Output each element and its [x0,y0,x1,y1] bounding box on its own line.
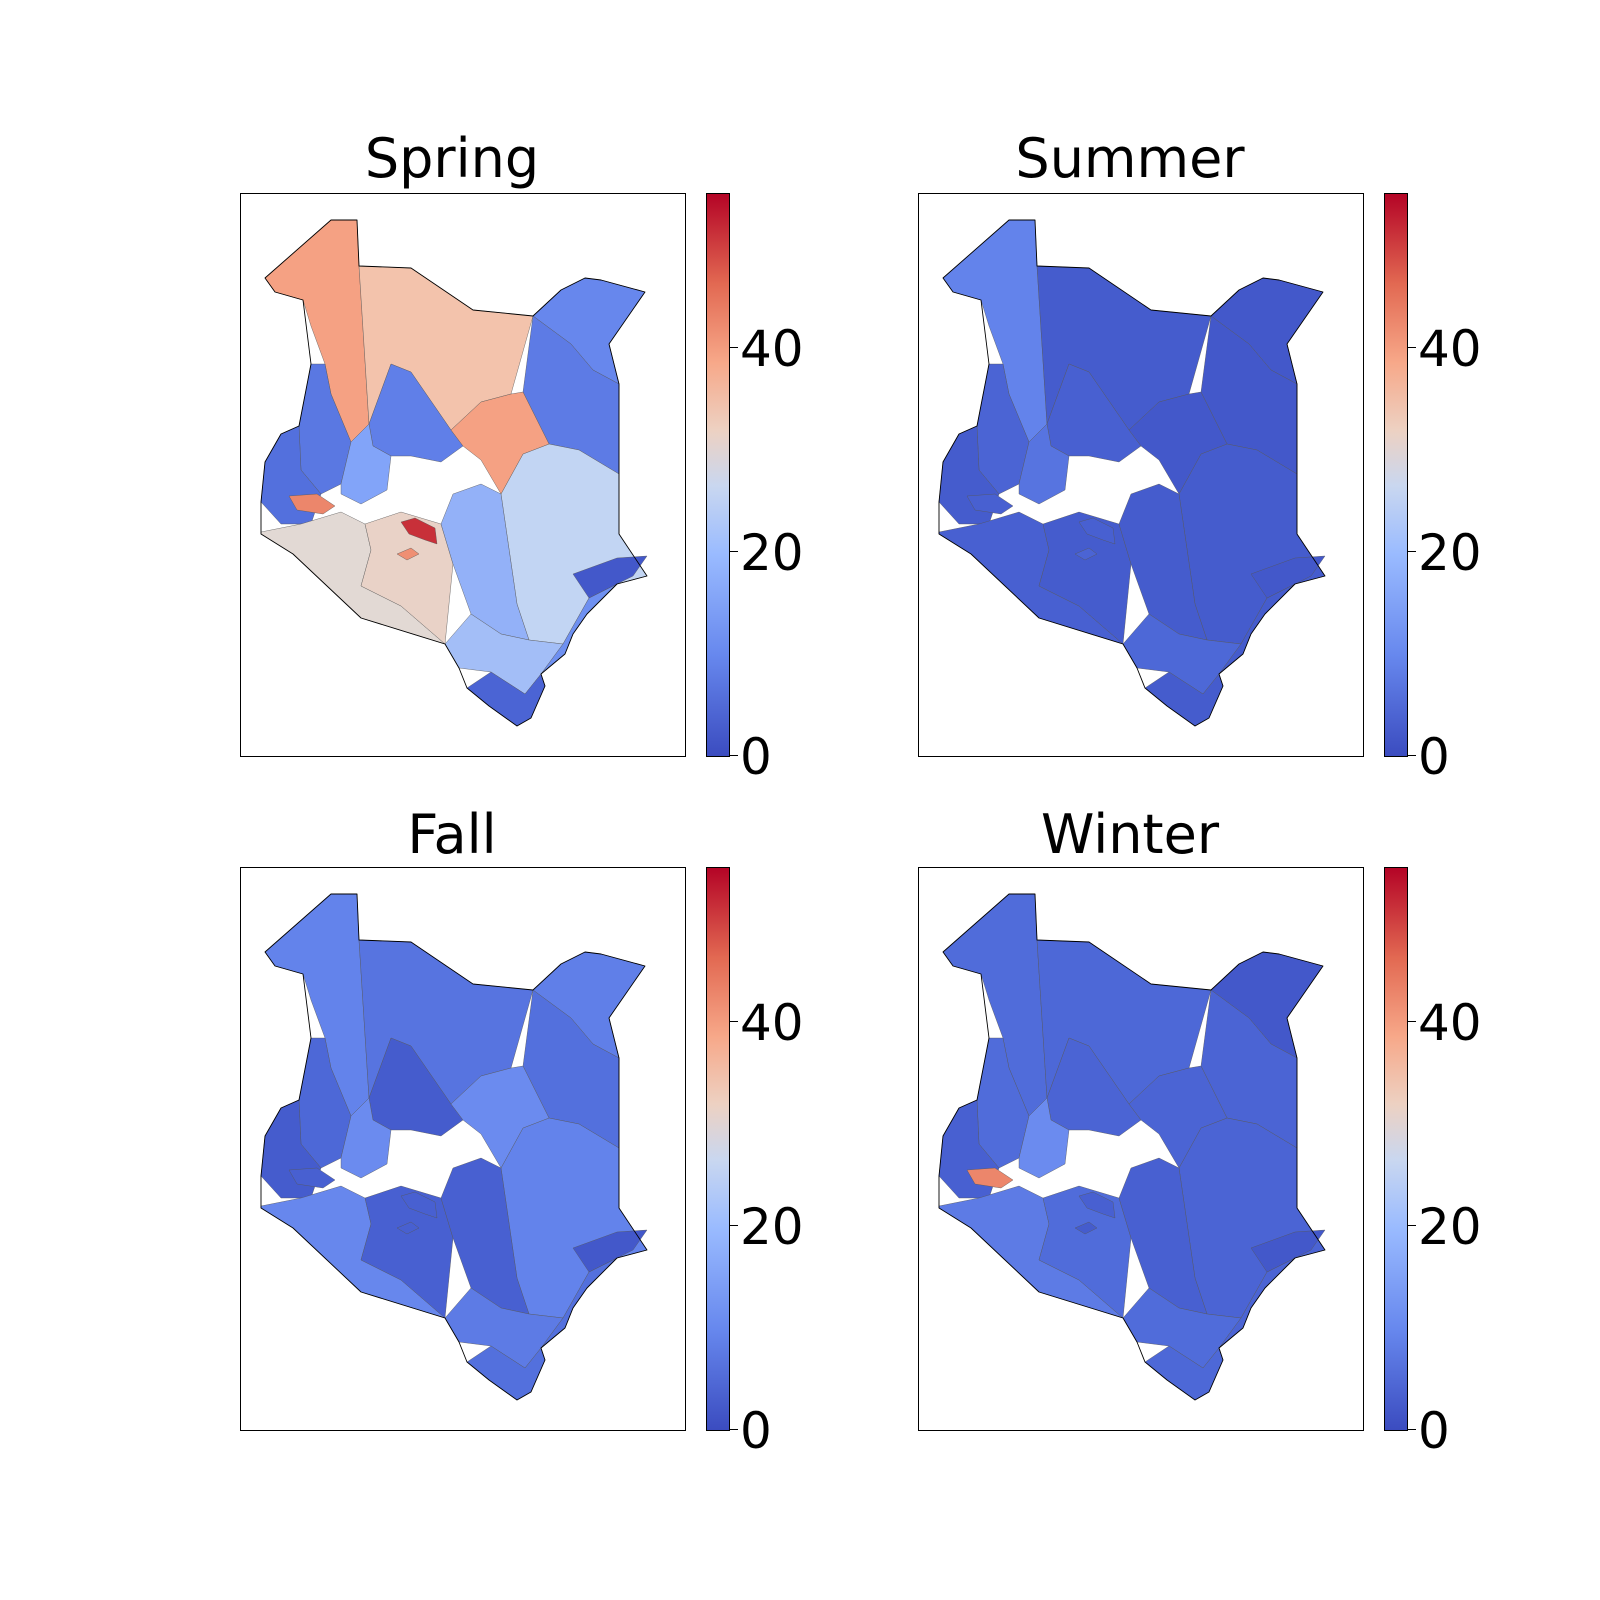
map-frame [918,193,1364,757]
county-region [440,1157,530,1315]
county-region [1118,483,1208,641]
choropleth-map [260,893,648,1401]
map-frame [240,867,686,1431]
colorbar-tick [730,1021,738,1022]
county-region [340,423,392,505]
county-region [966,493,1014,515]
colorbar-tick-label: 0 [1418,728,1450,786]
county-region [1074,1221,1098,1235]
colorbar-tick-label: 40 [740,994,804,1052]
county-region [1178,443,1326,645]
county-region [500,443,648,645]
colorbar-tick [1408,1021,1416,1022]
county-region [1250,555,1326,599]
county-region [1250,1229,1326,1273]
country-outline [260,893,648,1401]
county-region [288,1167,336,1189]
colorbar-tick [1408,551,1416,552]
county-region [400,517,438,545]
colorbar-tick-label: 20 [740,1198,804,1256]
colorbar-tick [1408,755,1416,756]
country-outline [938,219,1326,727]
county-region [1128,1065,1228,1169]
colorbar-tick [1408,1225,1416,1226]
county-region [500,1117,648,1319]
colorbar-tick-label: 40 [740,320,804,378]
colorbar-tick-label: 0 [1418,1402,1450,1460]
county-region [1018,423,1070,505]
colorbar-tick [730,755,738,756]
panel-title: Spring [364,127,540,190]
colorbar-tick-label: 0 [740,728,772,786]
colorbar [706,193,730,757]
county-region [450,1065,550,1169]
panel-title: Winter [1040,803,1220,866]
colorbar [706,867,730,1431]
colorbar-tick-label: 40 [1418,994,1482,1052]
panel-title: Summer [1015,127,1245,190]
county-region [1078,517,1116,545]
county-region [1018,1097,1070,1179]
county-region [572,1229,648,1273]
county-region [400,1191,438,1219]
county-region [440,483,530,641]
colorbar-tick-label: 20 [740,524,804,582]
colorbar [1384,867,1408,1431]
county-region [1118,1157,1208,1315]
panel-title: Fall [407,803,497,866]
country-outline [938,893,1326,1401]
county-region [1074,547,1098,561]
county-region [340,1097,392,1179]
map-frame [240,193,686,757]
colorbar-tick [1408,347,1416,348]
county-region [572,555,648,599]
colorbar-tick-label: 0 [740,1402,772,1460]
colorbar-tick [730,347,738,348]
county-region [1078,1191,1116,1219]
county-region [1128,391,1228,495]
colorbar-tick-label: 20 [1418,524,1482,582]
county-region [1178,1117,1326,1319]
colorbar-tick [730,1225,738,1226]
colorbar-tick-label: 40 [1418,320,1482,378]
county-region [288,493,336,515]
colorbar [1384,193,1408,757]
colorbar-tick [1408,1429,1416,1430]
choropleth-map [938,219,1326,727]
colorbar-tick [730,1429,738,1430]
county-region [396,547,420,561]
colorbar-tick-label: 20 [1418,1198,1482,1256]
county-region [966,1167,1014,1189]
map-frame [918,867,1364,1431]
colorbar-tick [730,551,738,552]
choropleth-map [260,219,648,727]
county-region [396,1221,420,1235]
country-outline [260,219,648,727]
choropleth-map [938,893,1326,1401]
county-region [450,391,550,495]
